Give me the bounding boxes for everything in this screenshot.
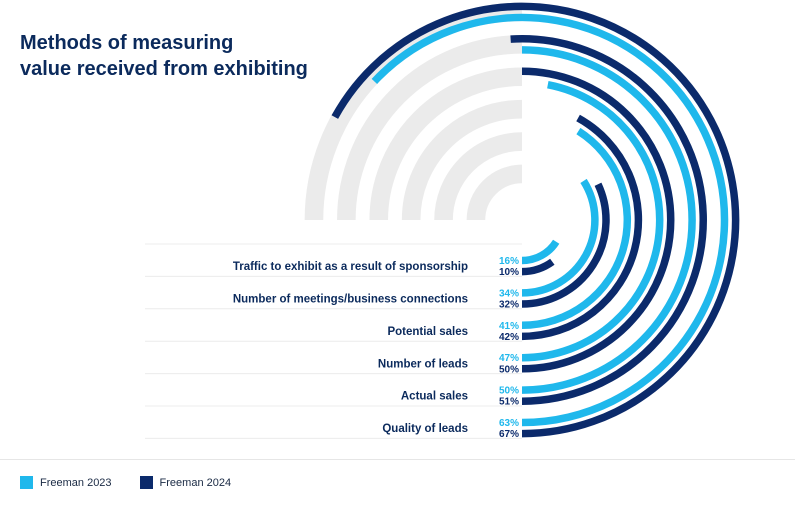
track-potential-sales xyxy=(401,99,523,221)
arc-2023-traffic-to-exhibit-as-a-result-of-sponsorship xyxy=(521,239,560,265)
chart-title-line-2: value received from exhibiting xyxy=(20,58,308,80)
value-label-2024-potential-sales: 42% xyxy=(499,332,519,343)
value-label-2024-number-of-leads: 50% xyxy=(499,364,519,375)
category-label-traffic-to-exhibit-as-a-result-of-sponsorship: Traffic to exhibit as a result of sponso… xyxy=(233,261,468,273)
arc-2024-number-of-meetings-business-connections xyxy=(521,182,610,308)
radial-bar-chart: 16%10% Traffic to exhibit as a result of … xyxy=(145,2,740,440)
track-quality-of-leads xyxy=(304,2,523,221)
arc-2024-quality-of-leads xyxy=(331,2,740,438)
arc-2024-traffic-to-exhibit-as-a-result-of-sponsorship xyxy=(521,258,555,276)
chart-title: Methods of measuring value received from… xyxy=(20,30,308,82)
track-traffic-to-exhibit-as-a-result-of-sponsorship xyxy=(466,164,523,221)
legend-divider xyxy=(0,459,795,460)
value-label-2024-quality-of-leads: 67% xyxy=(499,429,519,440)
value-label-2024-number-of-meetings-business-connections: 32% xyxy=(499,300,519,311)
legend-item-2023: Freeman 2023 xyxy=(20,476,112,489)
category-label-number-of-leads: Number of leads xyxy=(378,358,468,370)
arc-2024-actual-sales xyxy=(510,35,707,405)
value-label-2024-traffic-to-exhibit-as-a-result-of-sponsorship: 10% xyxy=(499,267,519,278)
track-actual-sales xyxy=(337,35,523,221)
arc-2024-number-of-leads xyxy=(521,67,675,373)
legend-item-2024: Freeman 2024 xyxy=(139,476,232,489)
track-number-of-meetings-business-connections xyxy=(434,132,523,221)
arc-2023-number-of-meetings-business-connections xyxy=(521,178,599,297)
value-label-2023-quality-of-leads: 63% xyxy=(499,418,519,429)
legend-label-2023: Freeman 2023 xyxy=(40,476,112,489)
value-label-2023-actual-sales: 50% xyxy=(499,386,519,397)
arc-2023-actual-sales xyxy=(521,46,696,394)
category-label-quality-of-leads: Quality of leads xyxy=(382,423,468,435)
value-label-2023-number-of-meetings-business-connections: 34% xyxy=(499,288,519,299)
arc-2023-potential-sales xyxy=(521,127,631,330)
value-label-2023-potential-sales: 41% xyxy=(499,321,519,332)
arc-2024-potential-sales xyxy=(521,114,643,341)
legend-swatch-2024 xyxy=(139,476,153,489)
legend-label-2024: Freeman 2024 xyxy=(159,476,232,489)
track-number-of-leads xyxy=(369,67,523,221)
chart-title-line-1: Methods of measuring xyxy=(20,32,234,54)
arc-2023-quality-of-leads xyxy=(371,13,729,427)
value-label-2024-actual-sales: 51% xyxy=(499,397,519,408)
category-label-actual-sales: Actual sales xyxy=(401,391,468,403)
legend-swatch-2023 xyxy=(20,476,33,489)
category-label-potential-sales: Potential sales xyxy=(387,326,468,338)
value-label-2023-number-of-leads: 47% xyxy=(499,353,519,364)
arc-2023-number-of-leads xyxy=(521,81,664,362)
value-label-2023-traffic-to-exhibit-as-a-result-of-sponsorship: 16% xyxy=(499,256,519,267)
legend: Freeman 2023 Freeman 2024 xyxy=(20,476,231,489)
category-label-number-of-meetings-business-connections: Number of meetings/business connections xyxy=(233,293,468,305)
